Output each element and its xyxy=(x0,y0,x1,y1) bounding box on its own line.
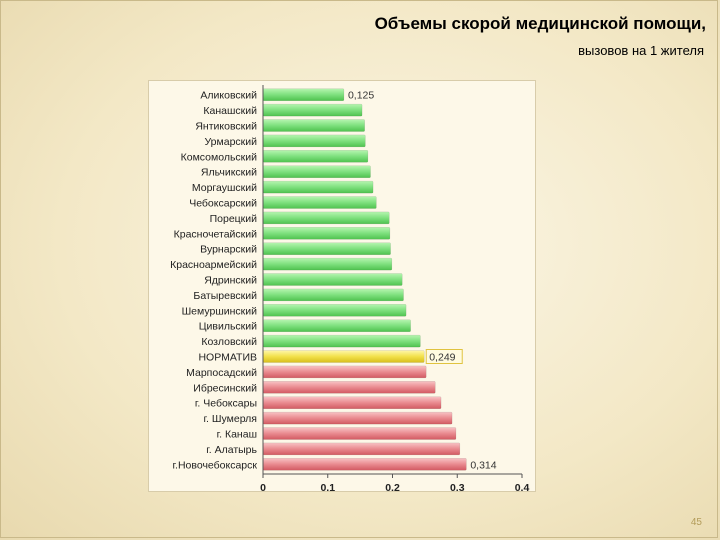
norm-label-box xyxy=(425,349,463,364)
data-label-25: 0,314 xyxy=(470,459,496,471)
bar-6 xyxy=(262,165,371,178)
bar-15 xyxy=(262,304,407,317)
bar-8 xyxy=(262,196,377,209)
bar-20 xyxy=(262,381,436,394)
bar-5 xyxy=(262,150,369,163)
bar-21 xyxy=(262,396,442,409)
category-label-13: Ядринский xyxy=(204,275,257,287)
x-tick-label-2: 0,1 xyxy=(320,482,335,491)
data-label-18: 0,249 xyxy=(429,352,455,364)
bar-3 xyxy=(262,119,365,132)
bar-22 xyxy=(262,411,453,425)
category-label-10: Красночетайский xyxy=(174,228,258,240)
category-label-17: Козловский xyxy=(201,336,257,348)
bar-1 xyxy=(262,88,345,101)
category-label-14: Батыревский xyxy=(193,290,257,302)
bar-25 xyxy=(262,458,467,471)
category-label-6: Яльчикский xyxy=(201,167,257,179)
category-label-21: г. Чебоксары xyxy=(195,398,257,410)
slide-title-line2: вызовов на 1 жителя xyxy=(578,43,704,58)
bar-7 xyxy=(262,180,374,194)
x-tick-label-5: 0,4 xyxy=(515,482,530,491)
category-label-3: Янтиковский xyxy=(195,121,257,133)
category-label-24: г. Алатырь xyxy=(206,444,257,456)
x-tick-label-3: 0,2 xyxy=(385,482,400,491)
category-label-25: г.Новочебоксарск xyxy=(173,459,258,471)
bar-19 xyxy=(262,365,427,379)
category-label-2: Канашский xyxy=(203,105,257,117)
bar-9 xyxy=(262,211,390,225)
category-label-23: г. Канаш xyxy=(217,429,257,441)
bar-13 xyxy=(262,273,403,286)
bar-chart: Аликовский Канашский Янтиковский Урмарский К… xyxy=(170,85,530,491)
data-label-1: 0,125 xyxy=(348,90,374,102)
category-label-15: Шемуршинский xyxy=(182,305,258,317)
bar-4 xyxy=(262,134,366,148)
bar-2 xyxy=(262,103,363,117)
bar-11 xyxy=(262,242,391,255)
category-label-4: Урмарский xyxy=(204,136,257,148)
bar-16 xyxy=(262,319,411,332)
category-label-7: Моргаушский xyxy=(192,182,257,194)
bar-18 xyxy=(262,350,425,363)
x-tick-label-1: 0 xyxy=(260,482,266,491)
category-label-9: Порецкий xyxy=(210,213,258,225)
x-tick-label-4: 0,3 xyxy=(450,482,465,491)
slide-title-line1: Объемы скорой медицинской помощи, xyxy=(374,14,706,33)
bar-17 xyxy=(262,334,421,348)
category-label-16: Цивильский xyxy=(199,321,257,333)
category-label-19: Марпосадский xyxy=(186,367,257,379)
page-number: 45 xyxy=(690,517,702,528)
bar-24 xyxy=(262,442,461,456)
category-label-11: Вурнарский xyxy=(200,244,257,256)
bar-23 xyxy=(262,427,457,440)
category-label-18: НОРМАТИВ xyxy=(198,352,257,364)
bar-12 xyxy=(262,257,393,271)
bar-14 xyxy=(262,288,404,302)
category-label-22: г. Шумерля xyxy=(204,413,258,425)
category-label-8: Чебоксарский xyxy=(189,198,257,210)
category-label-12: Красноармейский xyxy=(170,259,257,271)
bar-10 xyxy=(262,227,391,240)
category-label-1: Аликовский xyxy=(200,90,257,102)
category-label-5: Комсомольский xyxy=(181,151,258,163)
chart-panel: Аликовский Канашский Янтиковский Урмарский К… xyxy=(148,80,536,492)
category-label-20: Ибресинский xyxy=(193,382,257,394)
